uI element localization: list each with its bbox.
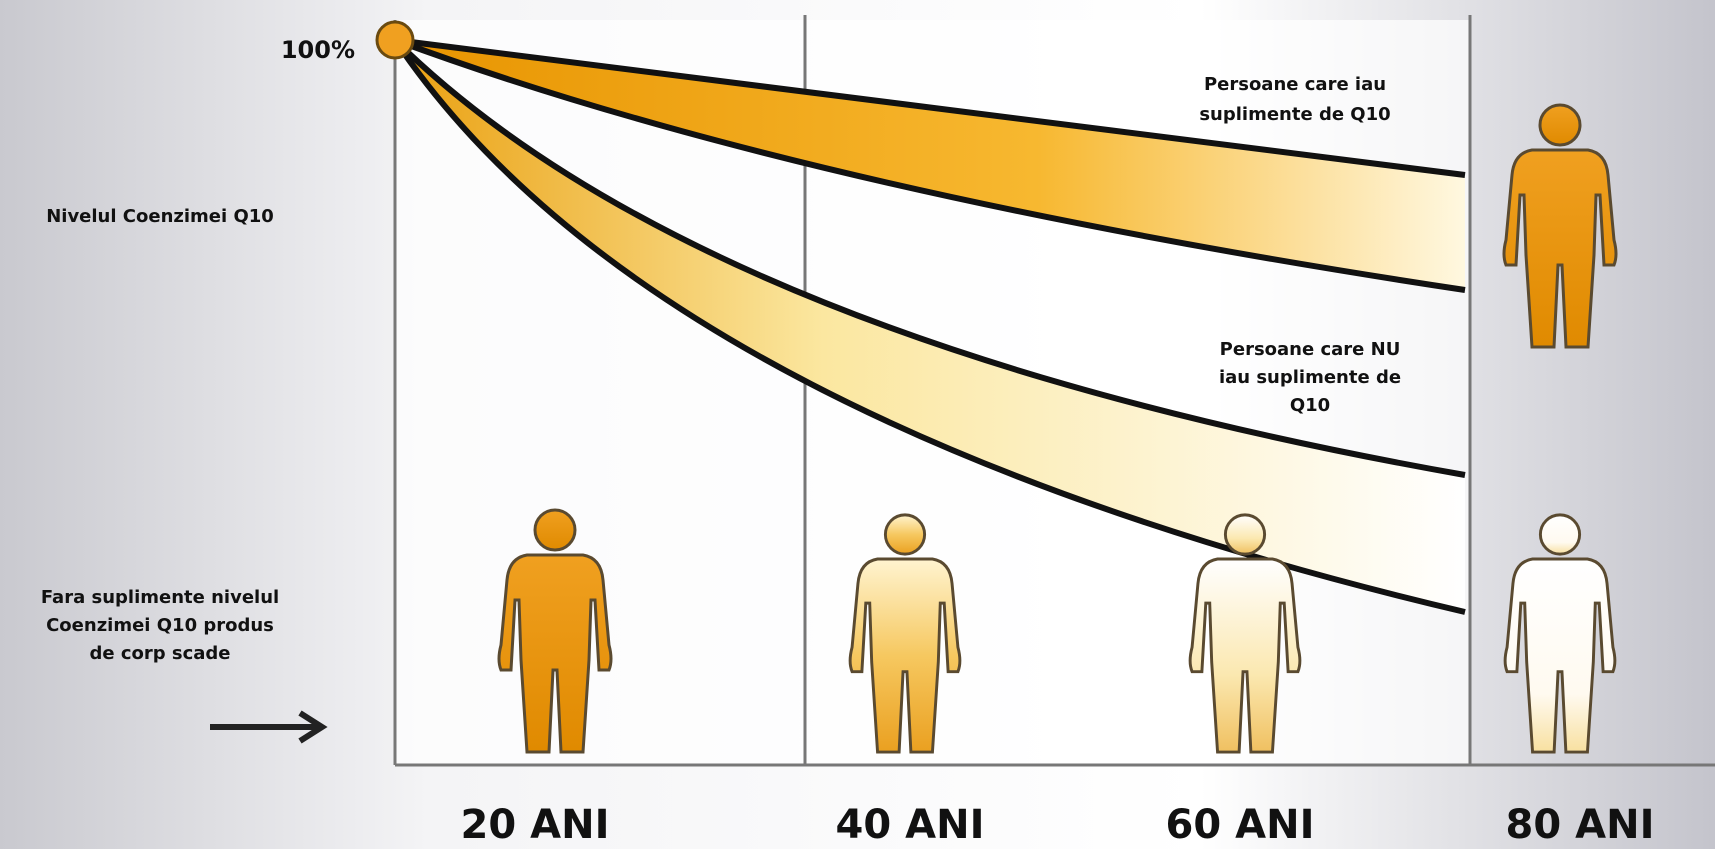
note: Coenzimei Q10 produs [46, 615, 274, 636]
axis-title: Nivelul Coenzimei Q10 [46, 206, 274, 227]
age-label: 80 ANI [1506, 802, 1655, 848]
series-label: suplimente de Q10 [1199, 104, 1390, 125]
series-label: iau suplimente de [1219, 367, 1401, 388]
series-label: Q10 [1290, 395, 1330, 416]
age-label: 60 ANI [1166, 802, 1315, 848]
age-label: 40 ANI [836, 802, 985, 848]
note: de corp scade [89, 643, 230, 664]
series-label: Persoane care NU [1220, 339, 1401, 360]
start-dot [377, 22, 413, 58]
series-label: Persoane care iau [1204, 74, 1386, 95]
level-label: 100% [281, 36, 355, 64]
page: 100% Nivelul Coenzimei Q10 Fara suplimen… [0, 0, 1715, 849]
infographic: 100% Nivelul Coenzimei Q10 Fara suplimen… [0, 0, 1715, 849]
age-label: 20 ANI [461, 802, 610, 848]
note: Fara suplimente nivelul [41, 587, 279, 608]
